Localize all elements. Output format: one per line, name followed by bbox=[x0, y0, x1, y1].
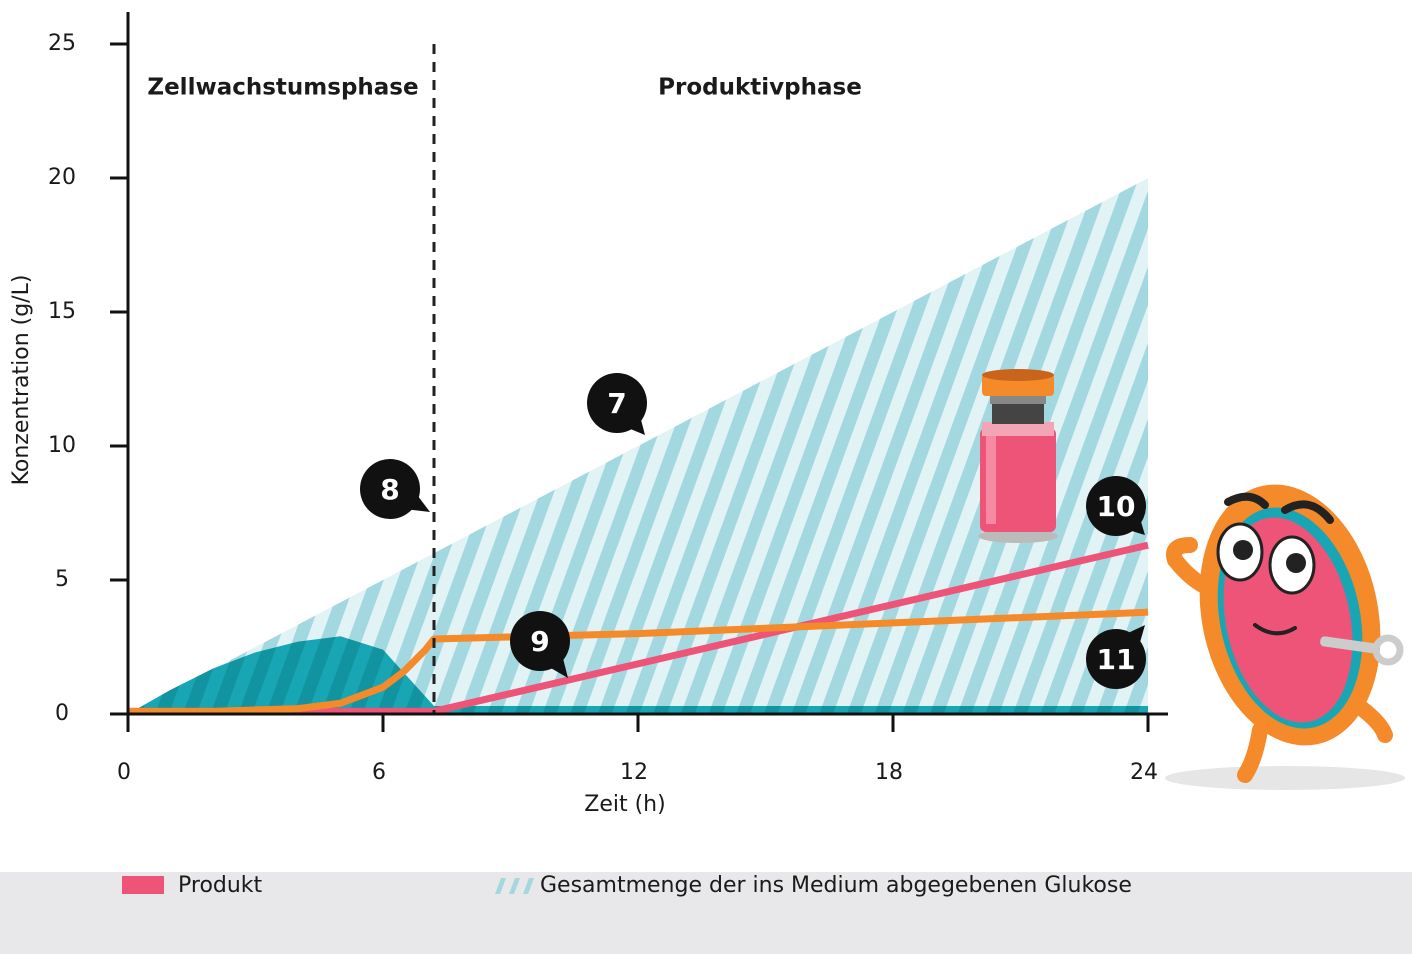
callout-label: 11 bbox=[1097, 643, 1136, 676]
callout-bubble bbox=[587, 373, 647, 433]
area bbox=[128, 178, 1148, 714]
x-tick-label: 6 bbox=[372, 760, 386, 785]
y-tick-label: 0 bbox=[55, 701, 69, 726]
callout-label: 9 bbox=[530, 625, 549, 658]
legend-swatch bbox=[122, 876, 164, 894]
x-axis-label: Zeit (h) bbox=[584, 792, 665, 817]
y-tick-label: 20 bbox=[48, 165, 76, 190]
callout-label: 8 bbox=[380, 473, 399, 506]
vial-illustration bbox=[978, 369, 1058, 543]
callout-label: 7 bbox=[607, 387, 626, 420]
legend-label: Gesamtmenge der ins Medium abgegebenen G… bbox=[540, 873, 1132, 898]
y-tick-label: 10 bbox=[48, 433, 76, 458]
callout-bubble bbox=[510, 611, 570, 671]
x-tick-label: 24 bbox=[1130, 760, 1158, 785]
legend-swatch bbox=[509, 878, 520, 894]
area bbox=[128, 636, 1148, 714]
legend-label: Produkt bbox=[178, 873, 263, 898]
callout-bubble bbox=[360, 459, 420, 519]
legend: Produkt Gesamtmenge der ins Medium abgege… bbox=[122, 873, 1132, 898]
y-axis-label: Konzentration (g/L) bbox=[9, 275, 34, 486]
callout-bubble bbox=[1086, 476, 1146, 536]
x-tick-label: 12 bbox=[620, 760, 648, 785]
legend-swatch bbox=[523, 878, 534, 894]
phase-label: Produktivphase bbox=[658, 75, 862, 101]
mascot-illustration bbox=[1165, 484, 1405, 790]
overlay: Zellwachstumsphase Produktivphase 0 5 10 15 20… bbox=[9, 12, 1168, 817]
callout-label: 10 bbox=[1097, 490, 1136, 523]
x-tick-label: 0 bbox=[117, 760, 131, 785]
y-tick-label: 5 bbox=[55, 567, 69, 592]
legend-swatch bbox=[495, 878, 506, 894]
x-tick-label: 18 bbox=[875, 760, 903, 785]
y-tick-label: 25 bbox=[48, 31, 76, 56]
phase-label: Zellwachstumsphase bbox=[147, 75, 418, 101]
callout-bubble bbox=[1086, 629, 1146, 689]
y-tick-label: 15 bbox=[48, 299, 76, 324]
legend-background bbox=[0, 872, 1412, 954]
line bbox=[128, 608, 1149, 715]
